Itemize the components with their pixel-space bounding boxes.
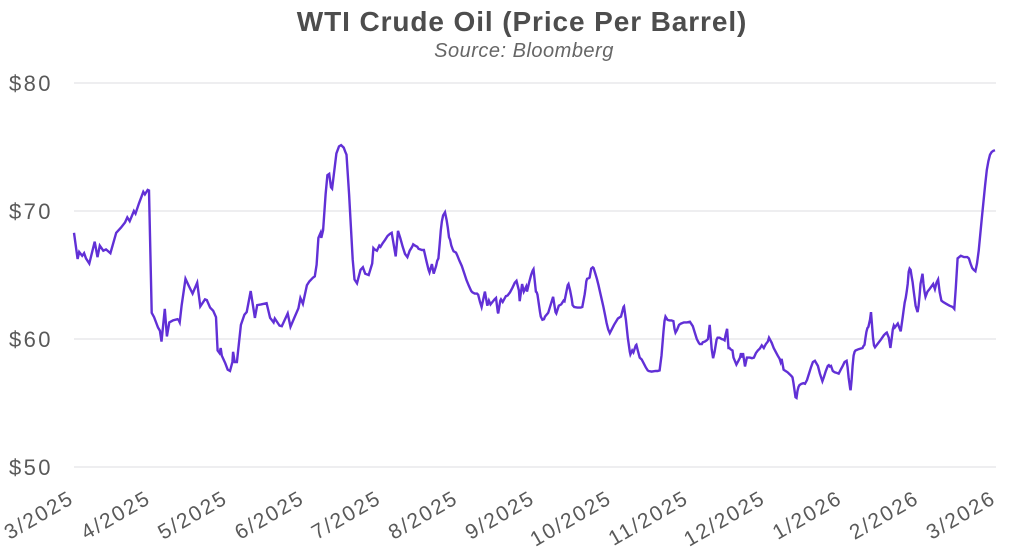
svg-text:$70: $70 [9, 199, 53, 224]
svg-text:$80: $80 [9, 71, 53, 96]
svg-text:Source: Bloomberg: Source: Bloomberg [434, 40, 614, 62]
svg-text:WTI Crude Oil (Price Per Barre: WTI Crude Oil (Price Per Barrel) [297, 6, 747, 37]
svg-text:$50: $50 [9, 455, 53, 480]
svg-text:$60: $60 [9, 327, 53, 352]
